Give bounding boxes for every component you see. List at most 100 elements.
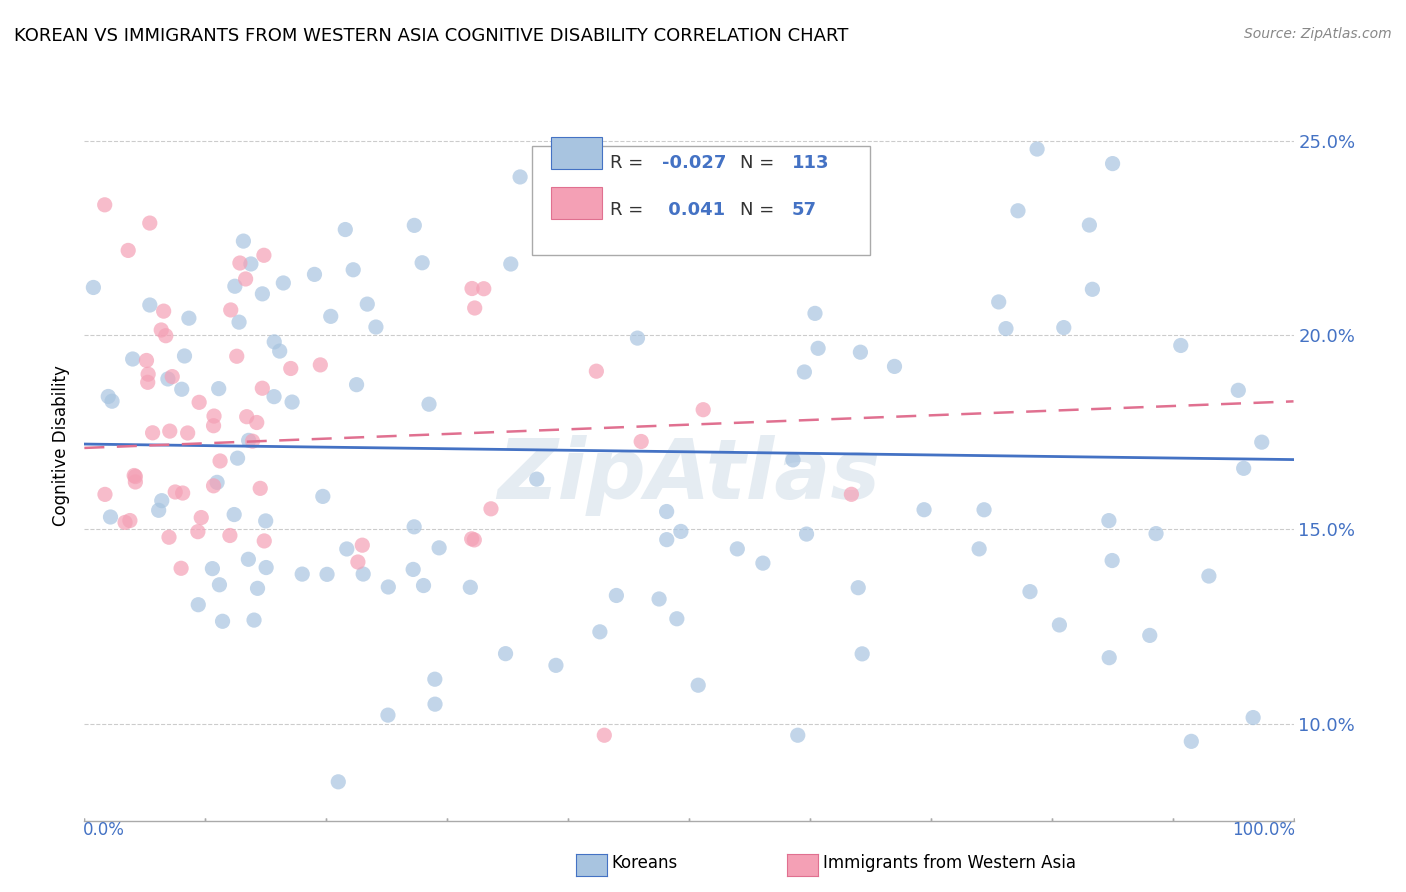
Point [177,311,200,326]
Point [253,533,276,548]
Point [544,658,567,673]
Point [846,581,869,595]
Point [281,395,304,409]
Point [402,562,425,576]
Point [316,567,339,582]
Point [117,244,139,258]
Point [593,728,616,742]
Text: 0.041: 0.041 [662,201,725,219]
Point [224,279,246,293]
Point [460,532,482,546]
Point [160,369,183,384]
Point [253,248,276,262]
Point [1078,218,1101,232]
Point [1026,142,1049,156]
Text: R =: R = [610,153,650,172]
Point [1198,569,1220,583]
Point [793,365,815,379]
Point [423,697,446,711]
Y-axis label: Cognitive Disability: Cognitive Disability [52,366,70,526]
Point [159,424,181,438]
Point [170,382,193,396]
Point [782,453,804,467]
Point [254,560,277,574]
Point [211,615,233,629]
Point [418,397,440,411]
Point [692,402,714,417]
Point [973,502,995,516]
Point [312,490,335,504]
Point [188,395,211,409]
Point [263,334,285,349]
Point [246,582,269,596]
Point [202,418,225,433]
Text: 57: 57 [792,201,817,219]
Point [499,257,522,271]
Text: ZipAtlas: ZipAtlas [498,435,880,516]
Point [347,555,370,569]
Point [377,708,399,723]
Point [176,425,198,440]
Text: N =: N = [740,201,780,219]
Point [841,487,863,501]
Point [1019,584,1042,599]
Point [139,298,162,312]
Point [114,516,136,530]
Point [849,345,872,359]
Point [472,282,495,296]
Point [309,358,332,372]
Text: R =: R = [610,201,650,219]
Point [655,504,678,518]
Text: 100.0%: 100.0% [1232,821,1295,838]
Point [1098,514,1121,528]
Point [495,647,517,661]
Text: Koreans: Koreans [612,854,678,871]
Point [209,454,232,468]
Point [238,552,260,566]
Point [377,580,399,594]
Point [412,578,434,592]
Point [589,624,612,639]
Point [352,567,374,582]
Point [170,561,193,575]
Point [725,541,748,556]
Point [807,341,830,355]
Point [1144,526,1167,541]
Point [155,328,177,343]
Point [118,514,141,528]
Point [291,567,314,582]
Point [150,493,173,508]
Point [150,323,173,337]
Point [461,281,484,295]
Point [187,524,209,539]
Point [152,304,174,318]
Point [232,234,254,248]
Point [356,297,378,311]
Point [124,475,146,489]
Point [156,372,179,386]
Point [411,256,433,270]
Point [404,219,426,233]
Text: N =: N = [740,153,780,172]
FancyBboxPatch shape [551,187,602,219]
Point [136,376,159,390]
Point [224,508,246,522]
Point [1101,553,1123,567]
Text: -0.027: -0.027 [662,153,727,172]
Point [229,256,252,270]
Point [804,306,827,320]
Point [252,286,274,301]
Point [404,520,426,534]
Point [172,486,194,500]
Point [219,302,242,317]
Point [464,301,486,315]
Point [226,451,249,466]
Point [336,541,359,556]
Point [242,434,264,449]
Point [346,377,368,392]
Point [912,502,935,516]
Point [851,647,873,661]
Point [225,349,247,363]
Point [252,381,274,395]
Point [1098,650,1121,665]
